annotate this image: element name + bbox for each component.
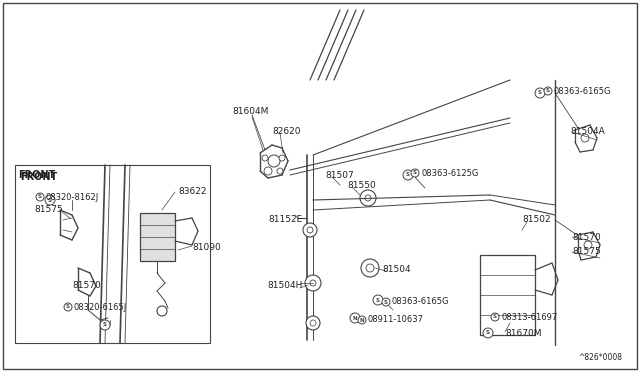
Text: S: S (406, 173, 410, 177)
Text: N: N (360, 317, 364, 323)
Text: 08363-6165G: 08363-6165G (392, 298, 449, 307)
Circle shape (366, 264, 374, 272)
Circle shape (100, 320, 110, 330)
Circle shape (305, 275, 321, 291)
Text: S: S (38, 195, 42, 199)
Circle shape (350, 313, 360, 323)
Text: 81507: 81507 (325, 170, 354, 180)
Circle shape (403, 170, 413, 180)
Text: 08313-61697: 08313-61697 (501, 312, 557, 321)
Text: 81575: 81575 (572, 247, 601, 257)
Circle shape (303, 223, 317, 237)
Text: 81152E: 81152E (269, 215, 303, 224)
Text: 81604M: 81604M (232, 108, 268, 116)
Text: ^826*0008: ^826*0008 (578, 353, 622, 362)
Text: S: S (413, 170, 417, 176)
Circle shape (310, 280, 316, 286)
Circle shape (358, 316, 366, 324)
Circle shape (584, 241, 592, 249)
Text: S: S (546, 89, 550, 93)
Circle shape (373, 295, 383, 305)
Circle shape (365, 195, 371, 201)
Text: 08320-6165J: 08320-6165J (74, 302, 127, 311)
Text: FRONT: FRONT (20, 172, 57, 182)
Text: 81504H: 81504H (268, 280, 303, 289)
Circle shape (262, 155, 268, 161)
Text: S: S (384, 299, 388, 305)
Circle shape (306, 316, 320, 330)
Bar (15, 165, 210, 343)
Text: 83622: 83622 (178, 187, 207, 196)
Text: S: S (493, 314, 497, 320)
Text: S: S (48, 198, 52, 202)
Text: 81090: 81090 (192, 244, 221, 253)
Circle shape (581, 134, 589, 142)
Circle shape (491, 313, 499, 321)
Circle shape (277, 168, 283, 174)
Circle shape (279, 155, 285, 161)
Circle shape (382, 298, 390, 306)
Circle shape (64, 303, 72, 311)
Circle shape (45, 195, 55, 205)
Circle shape (36, 193, 44, 201)
Bar (480, 255, 535, 335)
Text: 08363-6125G: 08363-6125G (421, 169, 478, 177)
Text: FRONT: FRONT (18, 170, 55, 180)
Circle shape (535, 88, 545, 98)
Circle shape (157, 306, 167, 316)
Text: 08911-10637: 08911-10637 (368, 315, 424, 324)
Circle shape (310, 320, 316, 326)
Text: N: N (353, 315, 357, 321)
Text: 81575: 81575 (34, 205, 63, 215)
Text: 08363-6165G: 08363-6165G (554, 87, 611, 96)
Text: 81502: 81502 (522, 215, 550, 224)
Circle shape (360, 190, 376, 206)
Text: 08320-8162J: 08320-8162J (46, 192, 99, 202)
Circle shape (361, 259, 379, 277)
Text: 81504: 81504 (382, 266, 411, 275)
Circle shape (544, 87, 552, 95)
Text: 81670M: 81670M (505, 328, 541, 337)
Text: S: S (538, 90, 542, 96)
Text: 81570: 81570 (72, 280, 100, 289)
Text: 81570: 81570 (572, 232, 601, 241)
Text: S: S (103, 323, 107, 327)
Text: S: S (486, 330, 490, 336)
Circle shape (307, 227, 313, 233)
Text: S: S (66, 305, 70, 310)
Text: 81550: 81550 (347, 180, 376, 189)
Text: 82620: 82620 (272, 126, 301, 135)
Circle shape (264, 167, 272, 175)
Text: S: S (376, 298, 380, 302)
Text: 81504A: 81504A (570, 126, 605, 135)
Circle shape (268, 155, 280, 167)
Bar (140, 213, 175, 261)
Circle shape (483, 328, 493, 338)
Circle shape (411, 169, 419, 177)
